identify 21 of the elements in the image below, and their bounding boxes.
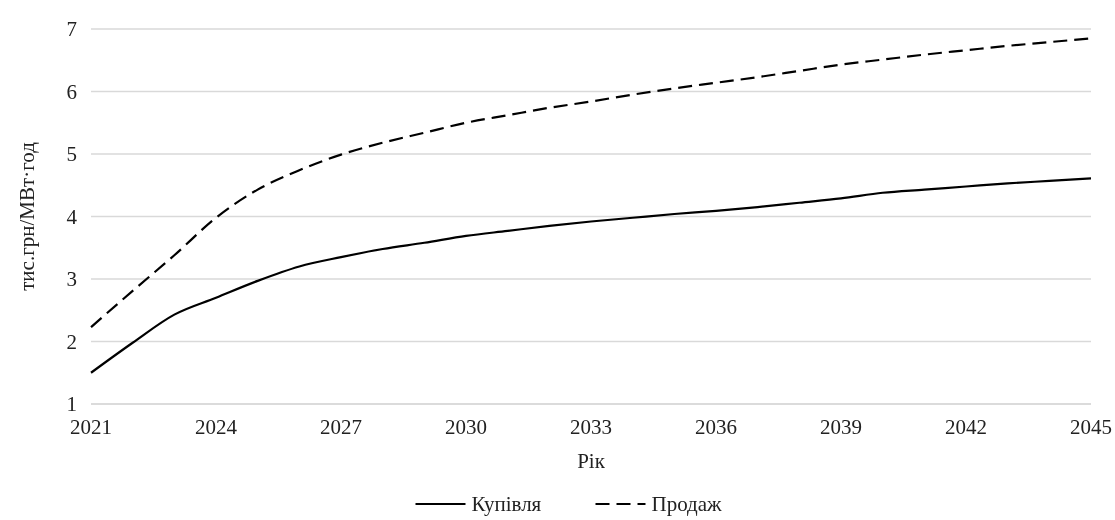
x-tick-label: 2024 [195,415,238,439]
x-tick-label: 2021 [70,415,112,439]
x-axis-title: Рік [577,449,606,473]
x-tick-label: 2045 [1070,415,1112,439]
y-tick-label: 5 [66,142,77,167]
y-tick-label: 4 [66,204,78,229]
line-series [89,177,1093,374]
y-tick-label: 3 [66,267,77,292]
x-tick-label: 2039 [820,415,862,439]
y-tick-label: 2 [66,329,77,354]
y-tick-label: 6 [66,79,77,104]
y-tick-label: 1 [66,392,77,417]
x-tick-label: 2036 [695,415,737,439]
legend-label: Продаж [651,492,723,517]
x-tick-label: 2027 [320,415,362,439]
legend-label: Купівля [471,492,542,517]
x-tick-label: 2030 [445,415,487,439]
x-tick-label: 2042 [945,415,987,439]
x-tick-label: 2033 [570,415,612,439]
y-axis-title: тис.грн/МВт·год [15,141,39,291]
y-tick-label: 7 [66,17,77,42]
